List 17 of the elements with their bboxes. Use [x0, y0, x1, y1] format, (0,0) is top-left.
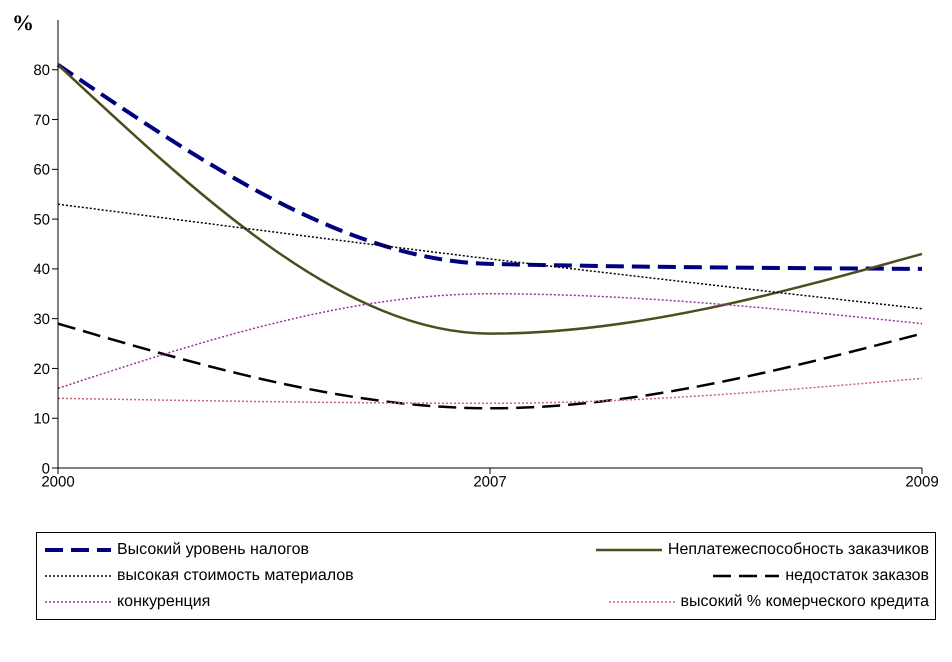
- y-tick-label: 20: [33, 360, 50, 378]
- legend-label: Неплатежеспособность заказчиков: [668, 541, 929, 559]
- x-tick-label: 2007: [473, 474, 507, 491]
- legend-label: высокий % комерческого кредита: [680, 593, 929, 611]
- legend-label: высокая стоимость материалов: [117, 567, 354, 585]
- y-tick-label: 10: [33, 410, 50, 428]
- legend-label: недостаток заказов: [785, 567, 929, 585]
- y-tick-label: 70: [33, 112, 50, 129]
- y-tick-label: 50: [33, 211, 50, 228]
- y-tick-label: 40: [33, 261, 50, 278]
- y-tick-label: 60: [33, 162, 50, 179]
- y-tick-label: 30: [33, 310, 50, 328]
- legend-label: Высокий уровень налогов: [117, 541, 310, 559]
- x-tick-label: 2009: [905, 474, 939, 491]
- legend-label: конкуренция: [117, 593, 210, 611]
- y-tick-label: 80: [33, 62, 50, 80]
- y-axis-title: %: [12, 10, 34, 36]
